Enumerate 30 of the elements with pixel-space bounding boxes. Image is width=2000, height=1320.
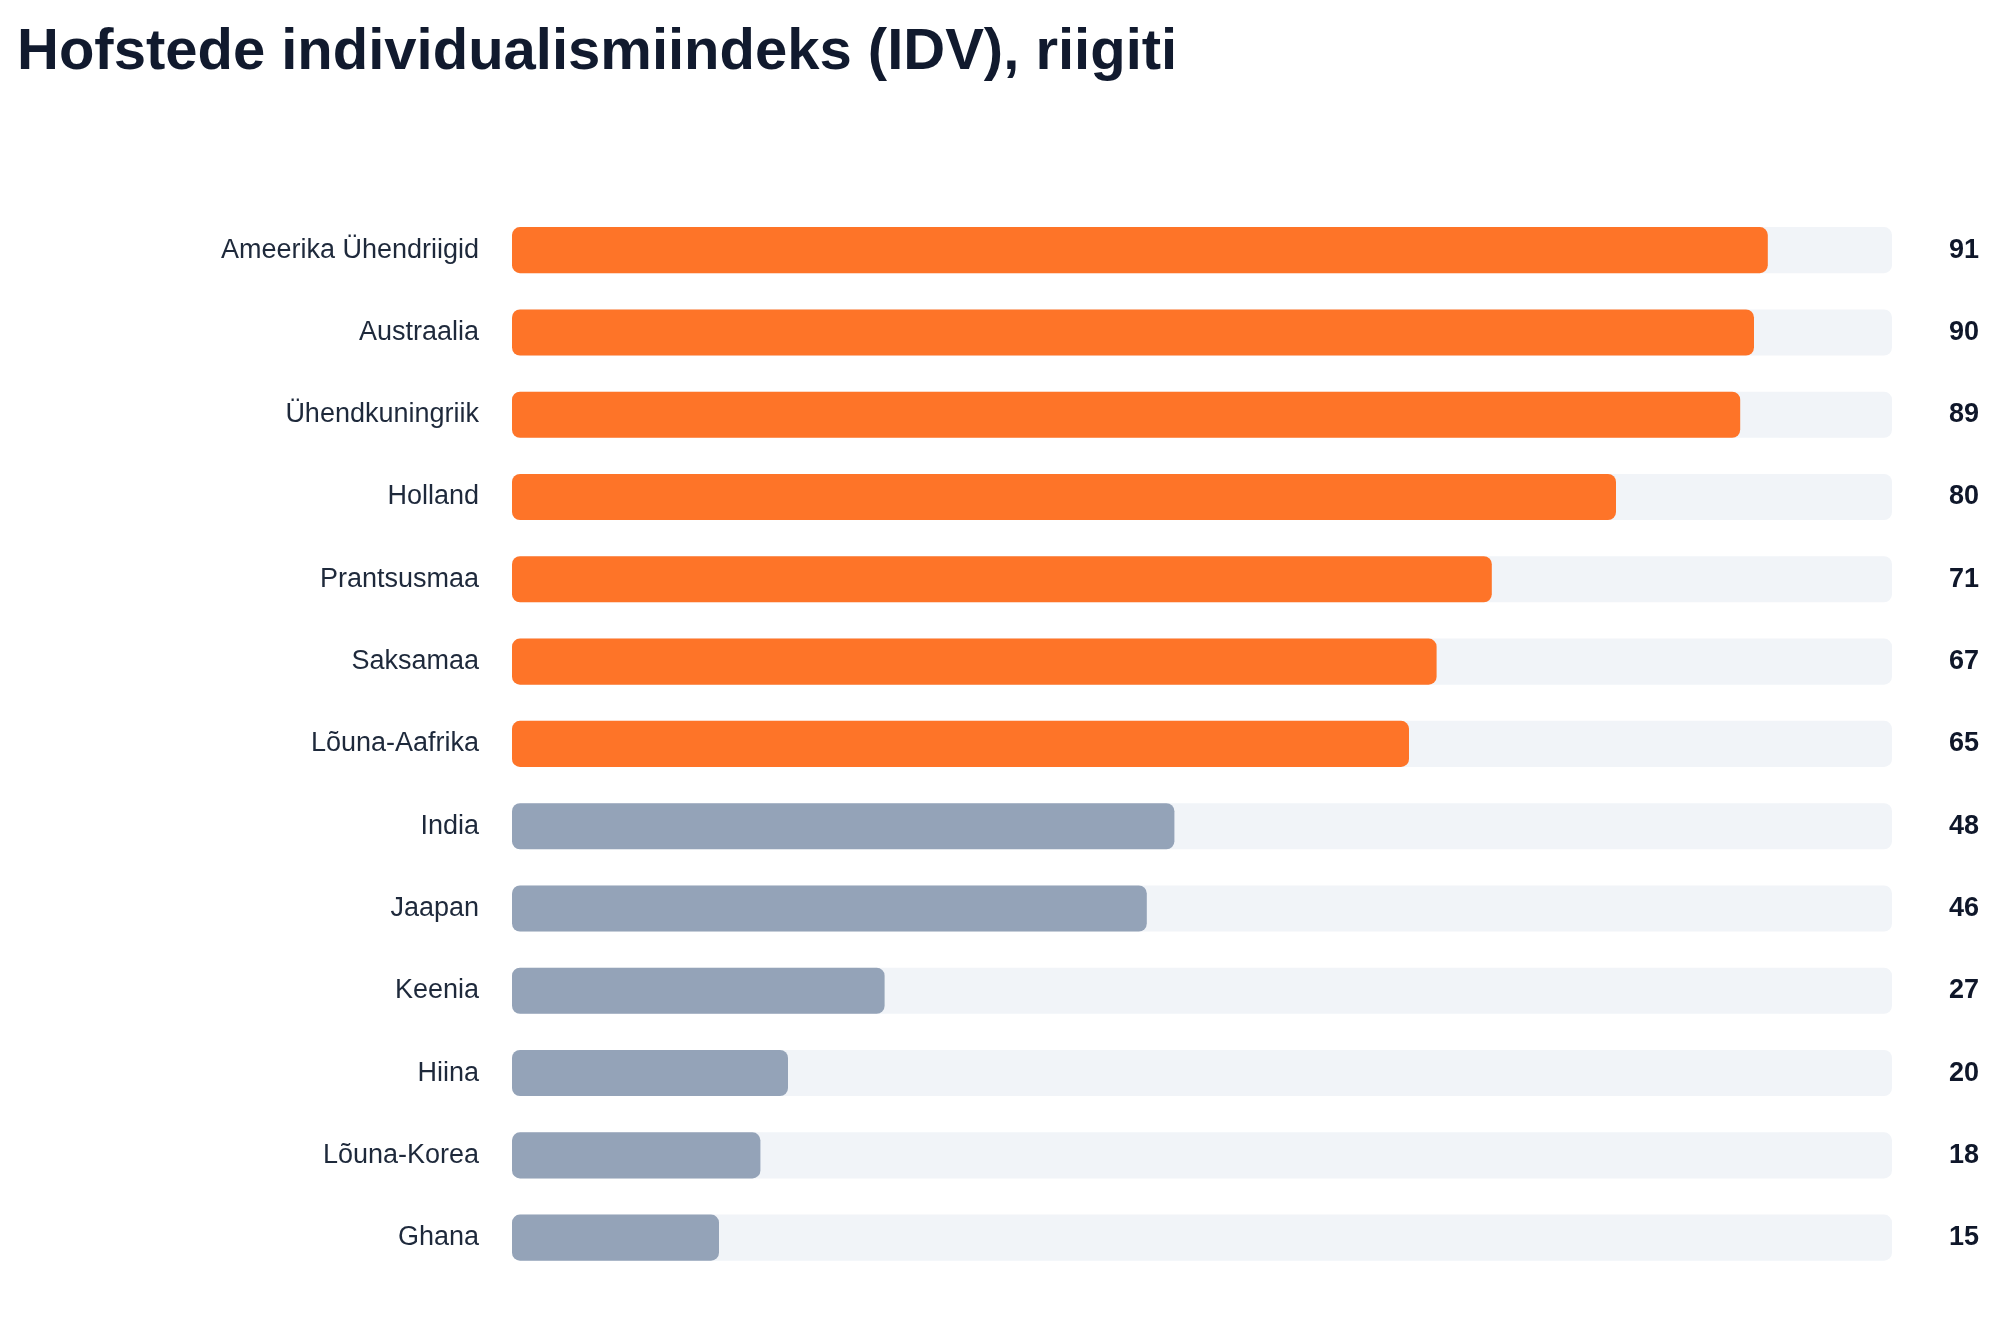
data-label: 48 [1949,809,1980,840]
bar [512,1132,761,1179]
data-label: 46 [1949,891,1980,922]
data-label: 91 [1949,233,1980,264]
y-tick-label: Hiina [417,1056,480,1087]
y-tick-label: Lõuna-Korea [322,1138,480,1169]
data-label: 71 [1949,562,1980,593]
y-tick-label: Austraalia [358,315,480,346]
chart-title: Hofstede individualismiindeks (IDV), riigiti [17,15,1178,83]
y-tick-label: Ghana [397,1221,480,1252]
data-label: 18 [1949,1138,1980,1169]
bar [512,1050,788,1097]
y-tick-label: Ühendkuningriik [285,398,480,429]
data-label: 15 [1949,1221,1980,1252]
y-tick-label: Holland [387,480,479,511]
y-tick-label: Jaapan [390,891,479,922]
data-label: 20 [1949,1056,1980,1087]
y-tick-label: Ameerika Ühendriigid [220,233,479,264]
y-tick-label: Saksamaa [351,645,480,676]
data-label: 89 [1949,398,1980,429]
data-label: 65 [1949,727,1980,758]
y-tick-label: Keenia [394,974,480,1005]
y-tick-label: India [420,809,480,840]
data-label: 27 [1949,974,1980,1005]
bar [512,1214,719,1261]
data-label: 67 [1949,645,1980,676]
y-tick-label: Lõuna-Aafrika [310,727,480,758]
data-label: 90 [1949,315,1980,346]
y-tick-label: Prantsusmaa [319,562,480,593]
data-label: 80 [1949,480,1980,511]
